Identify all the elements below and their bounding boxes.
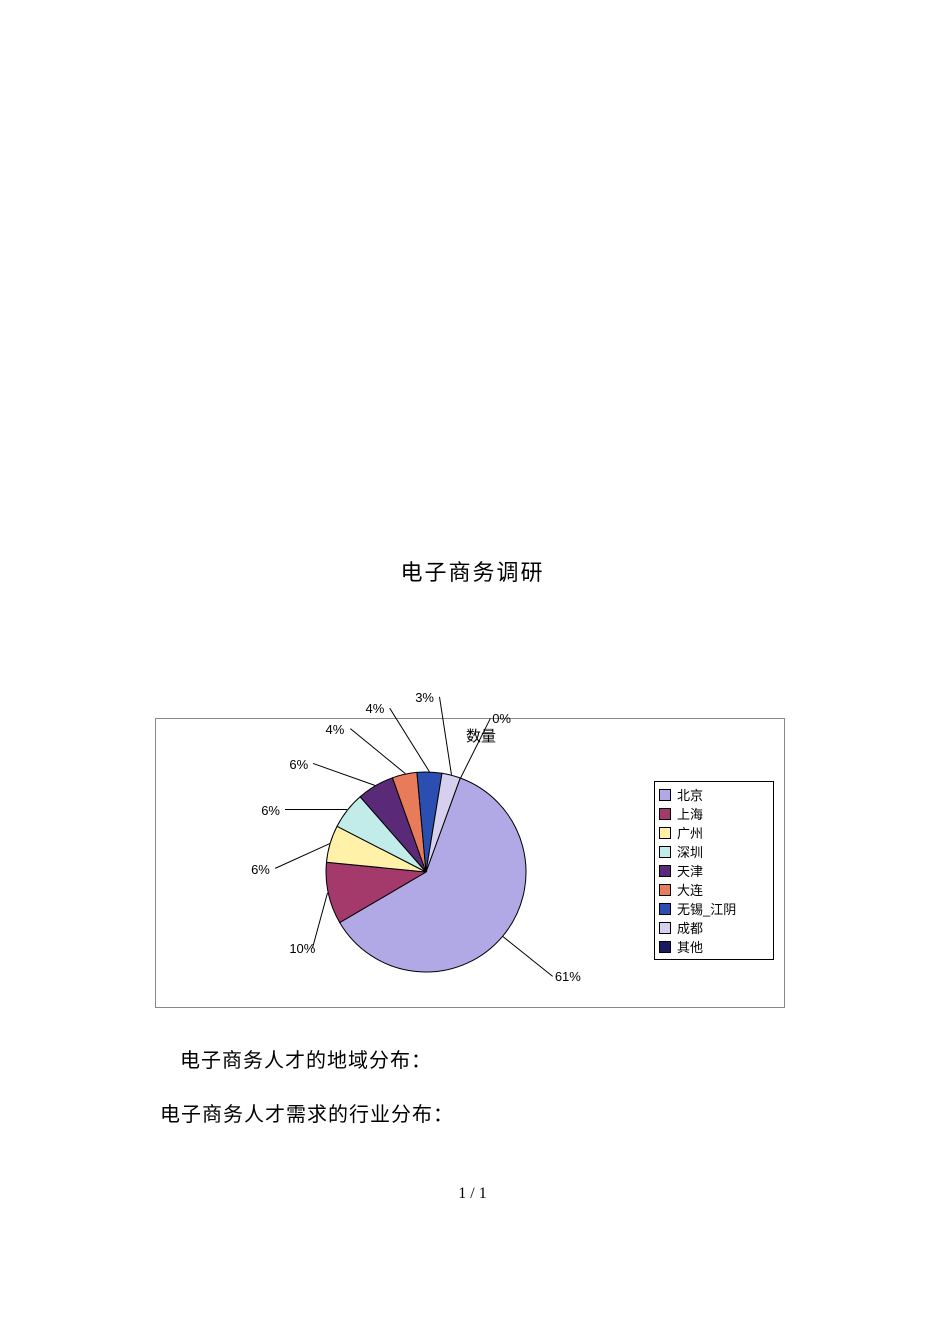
legend-swatch (659, 846, 671, 858)
slice-label: 6% (251, 862, 270, 877)
slice-label: 4% (365, 701, 384, 716)
legend-swatch (659, 789, 671, 801)
legend-label: 深圳 (677, 842, 703, 861)
legend-label: 广州 (677, 823, 703, 842)
pie-chart-container: 数量 北京上海广州深圳天津大连无锡_江阴成都其他 61%10%6%6%6%4%4… (155, 718, 785, 1008)
slice-label: 10% (289, 941, 315, 956)
legend-swatch (659, 827, 671, 839)
slice-label: 6% (261, 803, 280, 818)
slice-label: 6% (289, 757, 308, 772)
legend-item: 天津 (659, 861, 769, 880)
legend-swatch (659, 941, 671, 953)
body-text-line-2: 电子商务人才需求的行业分布： (160, 1098, 454, 1127)
legend-label: 无锡_江阴 (677, 899, 736, 918)
legend-label: 北京 (677, 785, 703, 804)
legend-item: 大连 (659, 880, 769, 899)
legend-label: 天津 (677, 861, 703, 880)
legend-item: 无锡_江阴 (659, 899, 769, 918)
pie-svg (321, 767, 531, 977)
legend-swatch (659, 808, 671, 820)
legend-swatch (659, 922, 671, 934)
legend-label: 成都 (677, 918, 703, 937)
legend-swatch (659, 903, 671, 915)
leader-line (439, 697, 452, 775)
legend-swatch (659, 865, 671, 877)
legend-label: 上海 (677, 804, 703, 823)
pie-wrap (321, 767, 531, 977)
slice-label: 0% (492, 711, 511, 726)
legend-item: 北京 (659, 785, 769, 804)
legend-item: 其他 (659, 937, 769, 956)
leader-line (389, 708, 430, 773)
legend-swatch (659, 884, 671, 896)
legend-item: 成都 (659, 918, 769, 937)
legend-item: 上海 (659, 804, 769, 823)
legend-item: 广州 (659, 823, 769, 842)
slice-label: 4% (326, 722, 345, 737)
slice-label: 3% (415, 690, 434, 705)
page-number: 1 / 1 (0, 1185, 945, 1203)
body-text-line-1: 电子商务人才的地域分布： (160, 1044, 432, 1073)
legend-label: 其他 (677, 937, 703, 956)
legend-label: 大连 (677, 880, 703, 899)
chart-legend: 北京上海广州深圳天津大连无锡_江阴成都其他 (654, 781, 774, 960)
legend-item: 深圳 (659, 842, 769, 861)
document-title: 电子商务调研 (0, 555, 945, 587)
slice-label: 61% (555, 969, 581, 984)
